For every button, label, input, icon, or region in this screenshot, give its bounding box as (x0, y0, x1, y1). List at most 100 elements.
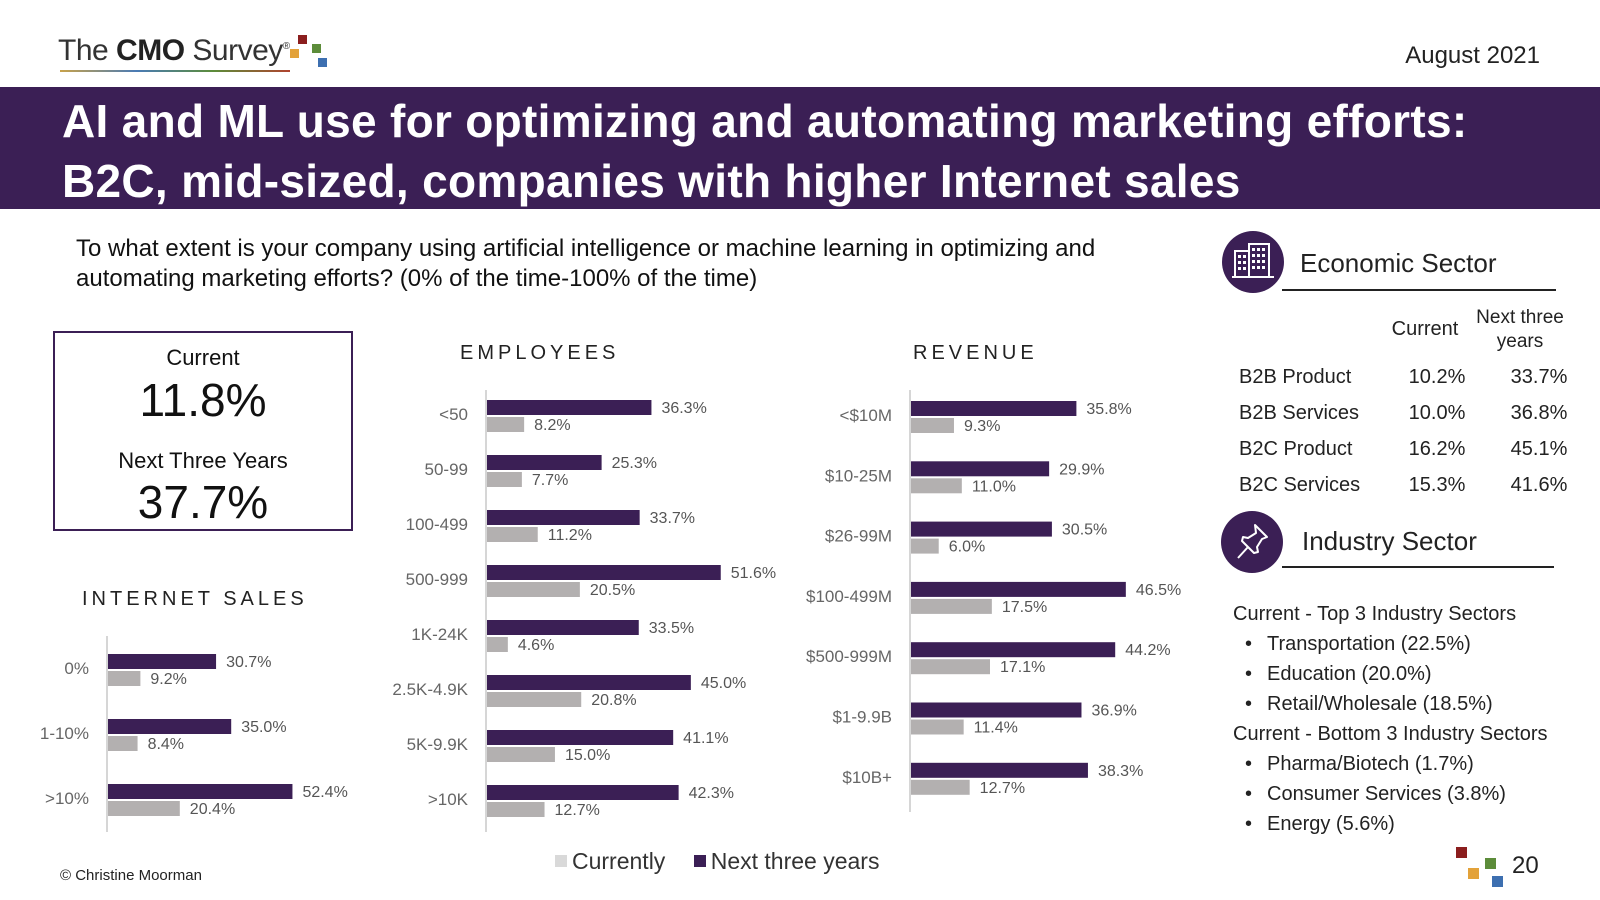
category-label: 500-999 (406, 570, 468, 589)
category-label: $10-25M (825, 466, 892, 485)
data-label-next: 25.3% (612, 455, 657, 472)
category-label: $1-9.9B (832, 708, 892, 727)
economic-col-next: Next three years (1466, 306, 1574, 354)
bar-next-three-years (108, 654, 217, 669)
bar-currently (487, 417, 525, 432)
chart-legend: Currently Next three years (555, 848, 879, 875)
bar-next-three-years (487, 620, 639, 635)
data-label-next: 33.7% (650, 510, 695, 527)
category-label: $500-999M (806, 647, 892, 666)
category-label: 100-499 (406, 515, 468, 534)
page-title-line1: AI and ML use for optimizing and automat… (62, 95, 1468, 147)
data-label-current: 6.0% (949, 539, 985, 556)
bar-next-three-years (487, 730, 674, 745)
economic-cell-next: 33.7% (1510, 365, 1568, 388)
economic-sector-title: Economic Sector (1300, 248, 1497, 278)
category-label: 1-10% (40, 724, 89, 743)
economic-cell-label: B2C Services (1239, 473, 1361, 496)
economic-row: B2B Product 10.2% 33.7% (1239, 359, 1591, 395)
legend-next-label: Next three years (710, 848, 880, 874)
category-label: <50 (439, 405, 468, 424)
bar-next-three-years (911, 762, 1088, 778)
internet-sales-chart-title: INTERNET SALES (82, 588, 308, 610)
summary-box: Current 11.8% Next Three Years 37.7% (53, 331, 353, 531)
bullet-icon: • (1245, 633, 1253, 655)
data-label-next: 35.8% (1086, 401, 1131, 418)
data-label-next: 38.3% (1098, 763, 1143, 780)
data-label-current: 8.4% (148, 736, 184, 753)
category-label: $10B+ (842, 768, 892, 787)
report-date: August 2021 (1405, 42, 1540, 69)
bullet-icon: • (1245, 813, 1253, 835)
industry-item-label: Transportation (22.5%) (1267, 633, 1471, 655)
data-label-current: 7.7% (532, 472, 568, 489)
revenue-chart: <$10M 35.8% 9.3% $10-25M 29.9% 11.0% $26-99M 30… (806, 390, 1181, 812)
economic-cell-current: 10.2% (1408, 365, 1466, 388)
data-label-current: 15.0% (565, 747, 610, 764)
industry-item-label: Consumer Services (3.8%) (1267, 783, 1506, 805)
data-label-next: 45.0% (701, 675, 746, 692)
pushpin-icon (1221, 511, 1283, 573)
logo-bold: CMO (116, 34, 185, 67)
legend-currently-swatch (555, 855, 567, 867)
category-label: 1K-24K (411, 625, 468, 644)
logo-mark: ® (282, 41, 290, 52)
economic-row: B2C Services 15.3% 41.6% (1239, 467, 1591, 503)
bar-next-three-years (911, 461, 1050, 477)
data-label-current: 17.5% (1002, 599, 1047, 616)
bar-currently (108, 671, 141, 686)
economic-cell-label: B2B Product (1239, 365, 1352, 388)
bar-currently (487, 527, 538, 542)
economic-cell-next: 45.1% (1510, 437, 1568, 460)
data-label-current: 12.7% (555, 802, 600, 819)
industry-item-label: Energy (5.6%) (1267, 813, 1395, 835)
bullet-icon: • (1245, 753, 1253, 775)
page-number: 20 (1512, 852, 1539, 879)
title-banner (0, 87, 1600, 209)
category-label: 5K-9.9K (407, 735, 469, 754)
bottom-industry-list: • Pharma/Biotech (1.7%) • Consumer Services… (1233, 749, 1573, 839)
top-industry-heading: Current - Top 3 Industry Sectors (1233, 603, 1517, 625)
data-label-current: 9.3% (964, 418, 1000, 435)
economic-cell-current: 15.3% (1408, 473, 1466, 496)
data-label-current: 9.2% (150, 671, 186, 688)
economic-col-current: Current (1391, 318, 1459, 340)
industry-list-item: • Energy (5.6%) (1233, 809, 1573, 839)
industry-list-item: • Consumer Services (3.8%) (1233, 779, 1573, 809)
data-label-next: 51.6% (731, 565, 776, 582)
cmo-survey-logo: The CMO Survey® (58, 34, 290, 68)
industry-list-item: • Education (20.0%) (1233, 659, 1573, 689)
page-title-line2: B2C, mid-sized, companies with higher In… (62, 155, 1241, 207)
category-label: $26-99M (825, 527, 892, 546)
data-label-current: 4.6% (518, 637, 554, 654)
logo-prefix: The (58, 34, 109, 67)
industry-sector-underline (1282, 566, 1554, 568)
category-label: 2.5K-4.9K (392, 680, 468, 699)
data-label-next: 46.5% (1136, 582, 1181, 599)
bar-currently (487, 472, 522, 487)
bar-currently (487, 582, 580, 597)
industry-item-label: Pharma/Biotech (1.7%) (1267, 753, 1474, 775)
industry-lists: Current - Top 3 Industry Sectors • Transp… (1233, 599, 1573, 839)
legend-currently-label: Currently (572, 848, 666, 874)
data-label-next: 33.5% (649, 620, 694, 637)
economic-cell-current: 10.0% (1408, 401, 1466, 424)
economic-cell-next: 41.6% (1510, 473, 1568, 496)
bullet-icon: • (1245, 663, 1253, 685)
data-label-current: 20.5% (590, 582, 635, 599)
current-label: Current (166, 345, 240, 370)
data-label-current: 11.4% (974, 720, 1018, 737)
bar-currently (911, 719, 964, 735)
revenue-chart-title: REVENUE (913, 342, 1038, 364)
bar-currently (911, 598, 992, 614)
economic-sector-underline (1282, 289, 1556, 291)
data-label-next: 30.7% (226, 654, 271, 671)
data-label-next: 35.0% (241, 719, 286, 736)
bar-currently (487, 747, 555, 762)
category-label: $100-499M (806, 587, 892, 606)
logo-suffix: Survey (192, 34, 283, 67)
next-three-years-label: Next Three Years (118, 448, 288, 473)
bar-currently (911, 779, 970, 795)
bar-next-three-years (911, 581, 1126, 597)
